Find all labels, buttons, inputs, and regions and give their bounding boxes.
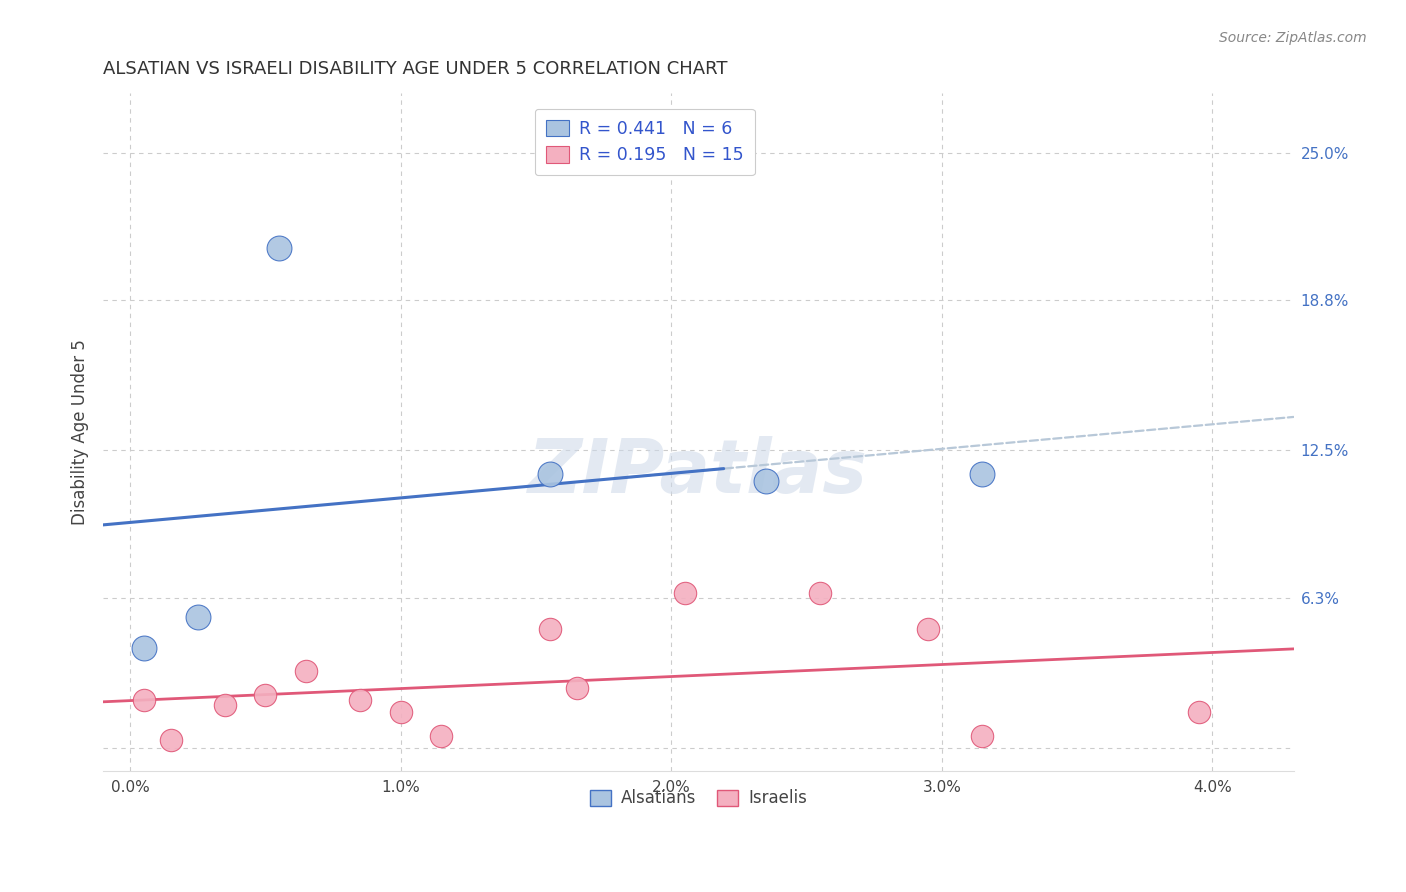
Point: [1188, 705, 1211, 719]
Text: ZIPatlas: ZIPatlas: [529, 436, 869, 509]
Point: [159, 733, 181, 747]
Y-axis label: Disability Age Under 5: Disability Age Under 5: [72, 339, 89, 525]
Point: [808, 586, 831, 600]
Point: [430, 729, 453, 743]
Point: [917, 622, 939, 636]
Point: [673, 586, 696, 600]
Point: [972, 729, 994, 743]
Point: [214, 698, 236, 712]
Point: [295, 665, 318, 679]
Text: Source: ZipAtlas.com: Source: ZipAtlas.com: [1219, 31, 1367, 45]
Point: [755, 474, 778, 488]
Point: [972, 467, 994, 481]
Legend: Alsatians, Israelis: Alsatians, Israelis: [583, 782, 814, 814]
Point: [187, 609, 209, 624]
Point: [132, 640, 155, 655]
Text: ALSATIAN VS ISRAELI DISABILITY AGE UNDER 5 CORRELATION CHART: ALSATIAN VS ISRAELI DISABILITY AGE UNDER…: [103, 60, 728, 78]
Point: [389, 705, 412, 719]
Point: [267, 241, 290, 255]
Point: [538, 467, 561, 481]
Point: [565, 681, 588, 695]
Point: [538, 622, 561, 636]
Point: [349, 693, 371, 707]
Point: [132, 693, 155, 707]
Point: [254, 688, 277, 702]
